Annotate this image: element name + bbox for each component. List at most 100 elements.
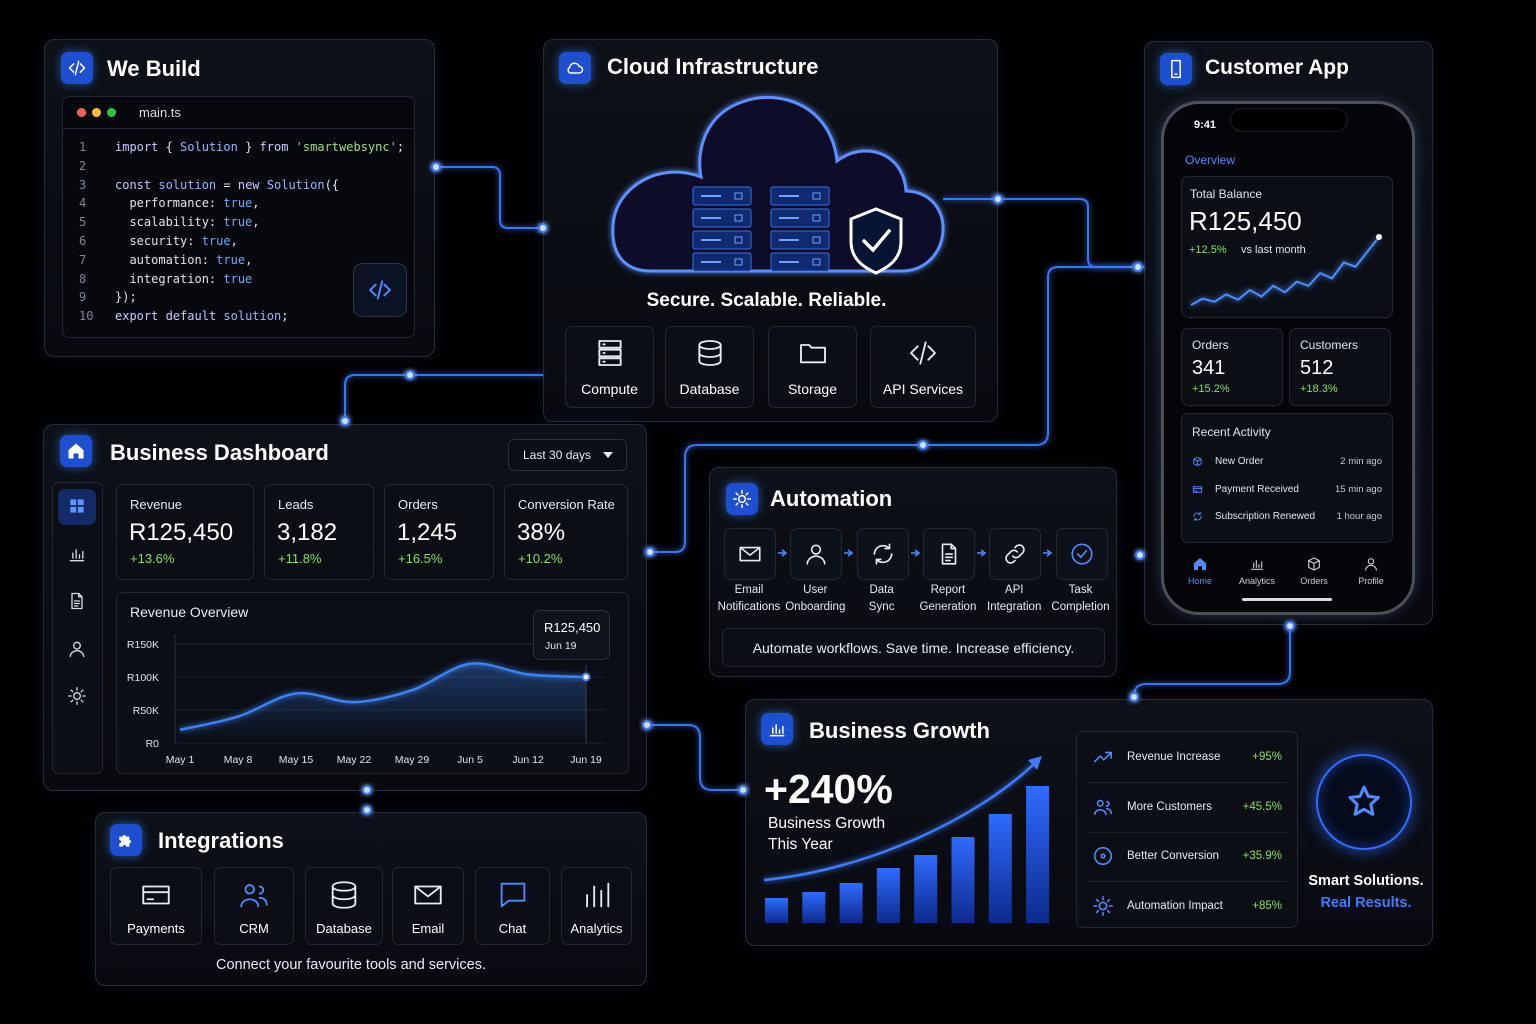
tool-tile[interactable]: Database: [305, 867, 383, 945]
stat-value: 341: [1192, 357, 1226, 379]
step-label: Sync: [868, 601, 895, 613]
title-icon: [61, 52, 93, 84]
metric-divider: [1087, 782, 1287, 783]
icon: [567, 62, 584, 74]
server-unit: [692, 208, 752, 228]
step-label: User: [803, 584, 828, 596]
tool-tile[interactable]: CRM: [214, 867, 294, 945]
icon-shape: [68, 443, 84, 459]
tooltip-value: R125,450: [544, 620, 601, 635]
icon[interactable]: [67, 544, 87, 564]
range-dropdown[interactable]: Last 30 days: [508, 439, 627, 471]
kpi-card: Leads 3,182 +11.8%: [264, 484, 374, 580]
service-label: Storage: [787, 381, 838, 397]
icon: [1308, 557, 1320, 571]
revenue-line: [179, 662, 587, 732]
icon: [1171, 59, 1181, 79]
dropdown-caret: [603, 452, 613, 458]
shield-check: [862, 229, 891, 253]
icon: [941, 543, 957, 565]
icon[interactable]: [67, 639, 87, 659]
icon[interactable]: [67, 686, 87, 706]
server-light: [734, 192, 743, 200]
icon-shape: [1093, 751, 1113, 763]
icon-shape: [69, 641, 85, 657]
step-box: [1055, 528, 1108, 580]
icon: [1348, 785, 1380, 816]
editor-divider: [63, 128, 414, 129]
panel-title: We Build: [107, 56, 201, 81]
icon: [1365, 558, 1377, 571]
x-tick-label: Jun 5: [457, 754, 483, 766]
x-tick-label: Jun 12: [512, 754, 544, 766]
icon: [585, 882, 609, 908]
icon-shape: [68, 60, 86, 76]
title-icon: [110, 824, 142, 856]
connector: [344, 374, 543, 424]
icon-shape: [68, 687, 87, 705]
step-arrow: [1043, 549, 1053, 557]
growth-subtitle: Business Growth: [768, 815, 886, 832]
step-label: Completion: [1051, 601, 1110, 613]
step-label: API: [1004, 584, 1024, 596]
metrics-card: Revenue Increase +95% More Customers +45.5%…: [1076, 731, 1298, 928]
metric-label: Revenue Increase: [1127, 751, 1221, 763]
metric-value: +85%: [1252, 899, 1282, 912]
revenue-chart: R0 R50K R100K R150K May 1 May 8 May 15 May 22 Ma…: [127, 634, 605, 766]
icon: [414, 885, 442, 905]
icon-shape: [500, 882, 525, 908]
step-label: Email: [734, 584, 764, 596]
kpi-label: Orders: [398, 497, 438, 512]
y-tick-label: R50K: [133, 705, 159, 717]
tool-label: Payments: [127, 921, 185, 936]
growth-chart: [763, 756, 1050, 923]
icon: [1093, 895, 1113, 916]
code-line: automation: true,: [115, 252, 253, 267]
icon[interactable]: [67, 591, 87, 611]
panel-title: Business Growth: [809, 718, 990, 743]
growth-arrow-head: [1028, 756, 1042, 770]
tool-tile[interactable]: Payments: [110, 867, 202, 945]
tool-tile[interactable]: Chat: [475, 867, 550, 945]
icon: [1005, 544, 1025, 564]
balance-change: +12.5%: [1189, 244, 1227, 256]
balance-note: vs last month: [1241, 244, 1306, 256]
icon[interactable]: [67, 496, 87, 516]
kpi-label: Revenue: [130, 497, 183, 512]
code-line: export default solution;: [115, 309, 289, 324]
dropdown-arrow: [603, 452, 613, 458]
kpi-change: +11.8%: [278, 551, 322, 566]
growth-bar: [988, 814, 1012, 923]
activity-label: Payment Received: [1215, 483, 1299, 495]
service-label: Database: [679, 381, 740, 397]
connector-node: [1133, 262, 1143, 272]
integrations-panel: Integrations Payments CRM Database Email Chat…: [95, 812, 647, 986]
nav-label: Orders: [1300, 576, 1328, 586]
connector-node: [1135, 550, 1145, 560]
title-icon: [60, 435, 92, 467]
line-number: 7: [79, 252, 87, 267]
icon-shape: [331, 881, 357, 909]
icon-shape: [597, 340, 622, 366]
server-unit: [770, 208, 830, 228]
kpi-value: 38%: [517, 519, 566, 546]
server-light: [812, 214, 821, 222]
code-line: security: true,: [115, 234, 238, 248]
window-dot: [107, 108, 116, 117]
icon: [873, 543, 893, 565]
range-label: Last 30 days: [523, 448, 592, 462]
server-unit: [692, 230, 752, 250]
tool-label: Chat: [498, 921, 527, 936]
automation-footer: Automate workflows. Save time. Increase …: [722, 628, 1105, 667]
activity-time: 15 min ago: [1334, 483, 1382, 495]
service-tile: Storage: [768, 326, 857, 408]
step-label: Generation: [919, 601, 977, 613]
server-light: [812, 236, 821, 244]
panel-title: Automation: [770, 486, 893, 511]
x-tick-label: May 8: [224, 754, 253, 766]
tool-tile[interactable]: Analytics: [561, 867, 632, 945]
tool-tile[interactable]: Email: [392, 867, 464, 945]
growth-subtitle: This Year: [768, 836, 833, 853]
line-number: 10: [79, 309, 94, 324]
code-editor: main.ts 1 import { Solution } from 'smartw…: [62, 96, 415, 338]
